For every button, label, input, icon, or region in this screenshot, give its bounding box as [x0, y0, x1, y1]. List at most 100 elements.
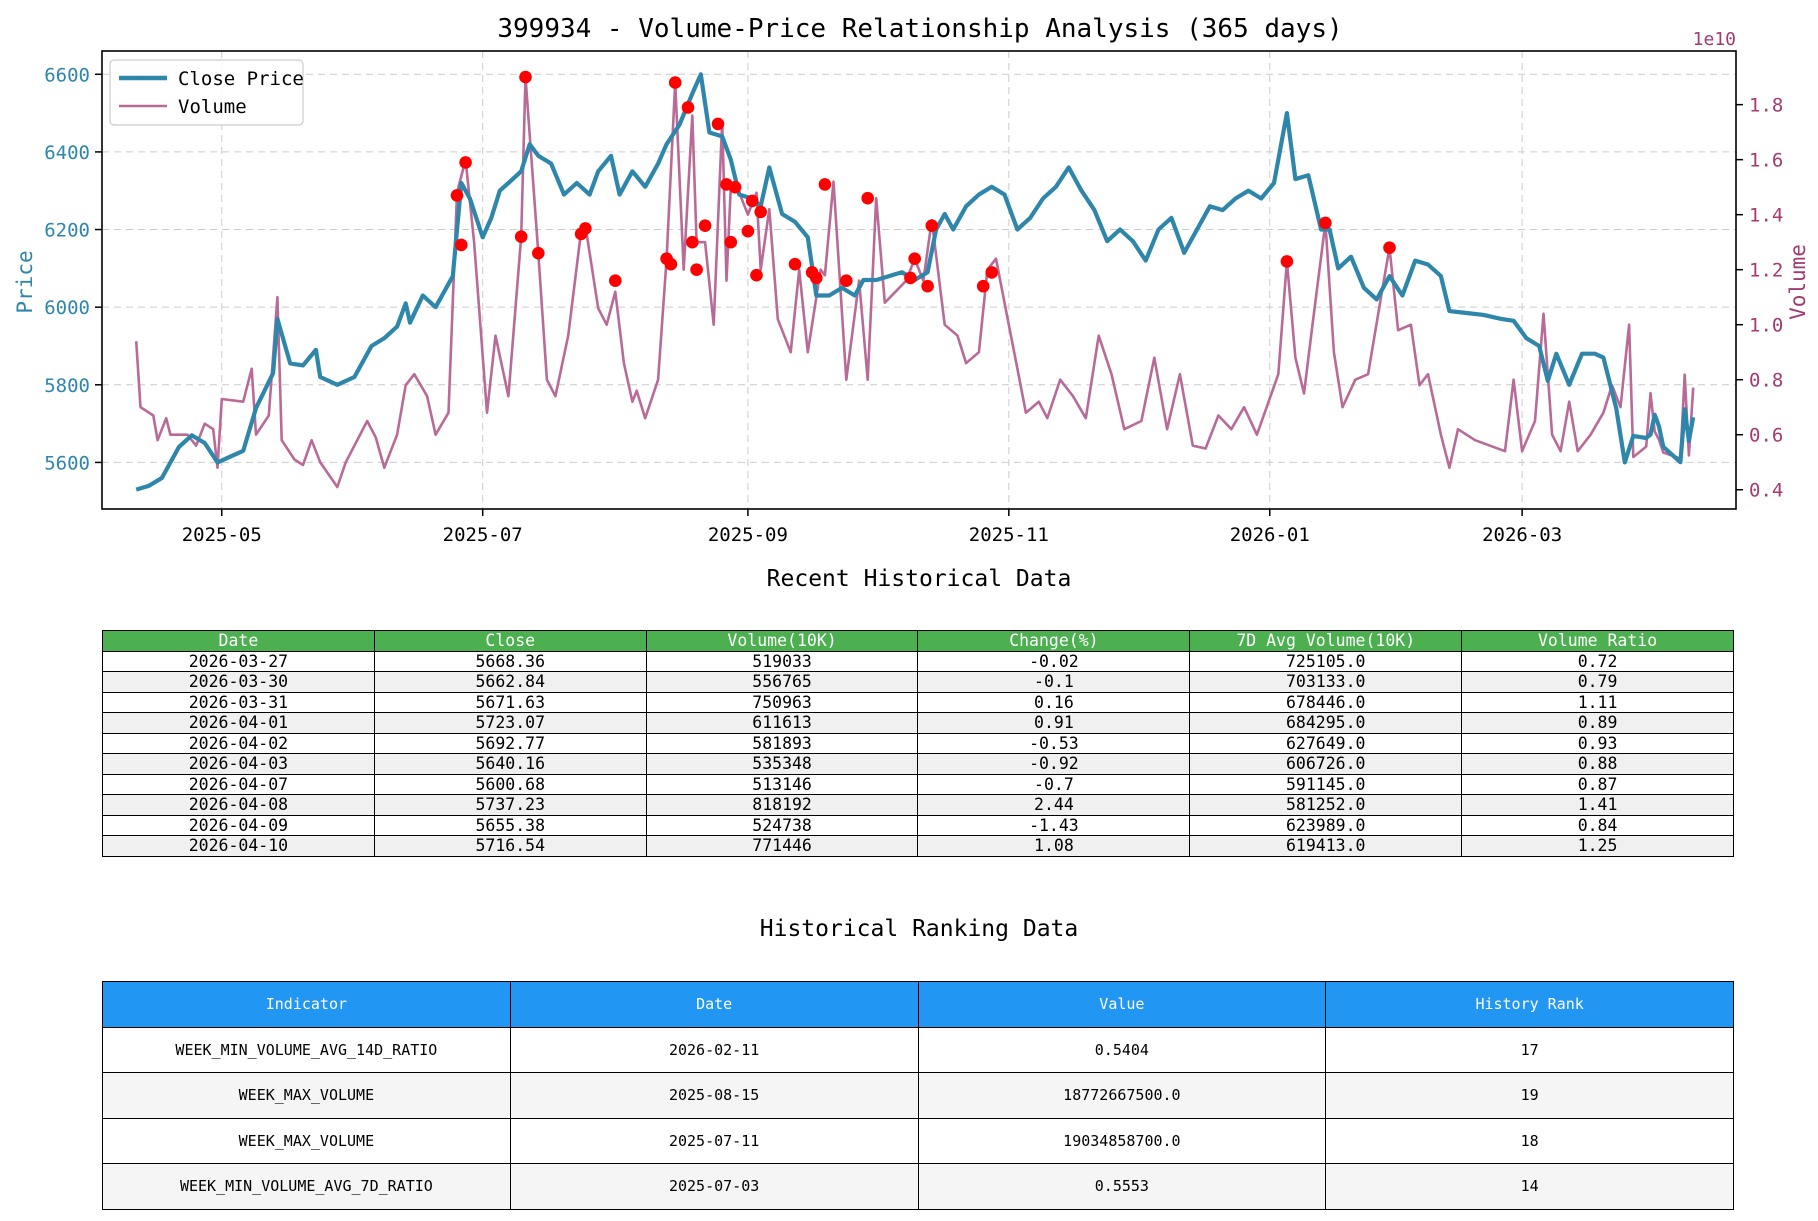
recent-cell: -0.7 [917, 773, 1191, 795]
volume-spike-marker [754, 205, 767, 219]
ranking-cell: 2025-08-15 [509, 1072, 919, 1119]
volume-spike-marker [904, 271, 917, 285]
volume-spike-marker [985, 266, 998, 279]
recent-cell: 2026-04-02 [102, 732, 375, 754]
recent-cell: 725105.0 [1189, 650, 1463, 672]
volume-spike-marker [609, 274, 622, 288]
recent-header-cell: Date [102, 630, 375, 652]
recent-cell: 678446.0 [1189, 691, 1463, 713]
recent-cell: 0.72 [1461, 650, 1734, 672]
recent-cell: 1.08 [917, 835, 1191, 857]
volume-spike-marker [686, 235, 699, 249]
recent-cell: 2.44 [917, 794, 1191, 816]
y2-tick-label: 0.6 [1749, 425, 1783, 447]
ranking-cell: WEEK_MAX_VOLUME [102, 1117, 511, 1164]
y2-axis-label: Volume [1786, 244, 1810, 320]
recent-cell: 5600.68 [373, 773, 647, 795]
recent-cell: 2026-04-07 [102, 773, 375, 795]
chart-title: 399934 - Volume-Price Relationship Analy… [497, 14, 1342, 44]
recent-cell: 0.87 [1461, 773, 1734, 795]
ranking-header-cell: History Rank [1325, 981, 1734, 1028]
recent-cell: 0.16 [917, 691, 1191, 713]
table-row: 2026-04-01 5723.07 611613 0.91 684295.0 0.89 [102, 712, 1734, 734]
recent-cell: 5671.63 [373, 691, 647, 713]
table-row: 2026-04-03 5640.16 535348 -0.92 606726.0 0.88 [102, 753, 1734, 775]
recent-cell: 684295.0 [1189, 712, 1463, 734]
recent-cell: 623989.0 [1189, 814, 1463, 836]
plot-frame [101, 50, 1737, 510]
volume-spike-marker [724, 235, 738, 249]
volume-spike-markers [450, 70, 1396, 293]
recent-cell: 703133.0 [1189, 671, 1463, 693]
recent-cell: 5716.54 [373, 835, 647, 857]
ranking-header-cell: Indicator [102, 981, 511, 1028]
table-row: WEEK_MIN_VOLUME_AVG_14D_RATIO 2026-02-11 0… [102, 1026, 1734, 1073]
volume-spike-marker [532, 246, 545, 260]
volume-price-chart: 399934 - Volume-Price Relationship Analy… [13, 14, 1810, 546]
recent-cell: 619413.0 [1189, 835, 1463, 857]
x-tick-label: 2025-09 [708, 524, 788, 546]
y2-tick-label: 1.4 [1749, 205, 1783, 227]
y-tick-label: 6400 [44, 142, 90, 164]
ranking-cell: WEEK_MAX_VOLUME [102, 1072, 511, 1119]
ranking-header-cell: Date [509, 981, 919, 1028]
y2-tick-label: 0.8 [1749, 370, 1783, 392]
recent-cell: 5723.07 [373, 712, 647, 734]
recent-cell: 513146 [645, 773, 919, 795]
y2-tick-label: 1.2 [1749, 260, 1783, 282]
recent-cell: -0.92 [917, 753, 1191, 775]
recent-cell: 0.93 [1461, 732, 1734, 754]
ranking-cell: 2025-07-11 [509, 1117, 919, 1164]
recent-cell: 0.89 [1461, 712, 1734, 734]
ranking-cell: 19 [1325, 1072, 1734, 1119]
recent-cell: 535348 [645, 753, 919, 775]
recent-cell: 0.79 [1461, 671, 1734, 693]
volume-spike-marker [1383, 241, 1396, 254]
recent-cell: 1.41 [1461, 794, 1734, 816]
volume-spike-marker [681, 101, 695, 114]
recent-cell: 5692.77 [373, 732, 647, 754]
x-tick-label: 2025-07 [443, 524, 523, 546]
volume-spike-marker [664, 257, 678, 271]
recent-cell: 2026-03-31 [102, 691, 375, 713]
recent-header-cell: Volume(10K) [645, 630, 919, 652]
recent-cell: 627649.0 [1189, 732, 1463, 754]
volume-spike-marker [840, 274, 853, 288]
table-row: 2026-03-31 5671.63 750963 0.16 678446.0 1.11 [102, 691, 1734, 713]
recent-cell: 611613 [645, 712, 919, 734]
recent-cell: 2026-03-30 [102, 671, 375, 693]
recent-cell: 1.11 [1461, 691, 1734, 713]
recent-cell: 1.25 [1461, 835, 1734, 857]
volume-spike-marker [455, 238, 468, 252]
ranking-cell: 18772667500.0 [917, 1072, 1327, 1119]
recent-cell: -0.1 [917, 671, 1191, 693]
y-tick-label: 6000 [44, 297, 90, 319]
ranking-cell: 0.5404 [917, 1026, 1327, 1073]
volume-spike-marker [921, 279, 934, 293]
volume-spike-marker [728, 180, 742, 194]
y2-tick-label: 1.8 [1749, 95, 1783, 117]
recent-cell: 0.91 [917, 712, 1191, 734]
volume-series [134, 75, 1695, 489]
ranking-cell: 0.5553 [917, 1163, 1327, 1210]
recent-header-cell: 7D Avg Volume(10K) [1189, 630, 1463, 652]
y2-tick-label: 0.4 [1749, 480, 1783, 502]
price-series [135, 72, 1696, 492]
table-row: WEEK_MIN_VOLUME_AVG_7D_RATIO 2025-07-03 0.… [102, 1163, 1734, 1210]
ranking-cell: 2026-02-11 [509, 1026, 919, 1073]
ranking-cell: 17 [1325, 1026, 1734, 1073]
x-tick-label: 2026-03 [1482, 524, 1562, 546]
recent-cell: -1.43 [917, 814, 1191, 836]
volume-spike-marker [690, 263, 703, 277]
axes: 2025-05 2025-07 2025-09 2025-11 2026-01 2026-… [44, 64, 1783, 546]
ranking-cell: 19034858700.0 [917, 1117, 1327, 1164]
close-price-line [135, 72, 1696, 492]
x-tick-label: 2025-05 [182, 524, 262, 546]
recent-section-title: Recent Historical Data [766, 566, 1072, 592]
recent-cell: 2026-03-27 [102, 650, 375, 672]
recent-cell: 750963 [645, 691, 919, 713]
x-tick-label: 2025-11 [969, 524, 1049, 546]
recent-header-cell: Close [373, 630, 647, 652]
volume-spike-marker [810, 271, 823, 285]
volume-spike-marker [668, 76, 682, 89]
